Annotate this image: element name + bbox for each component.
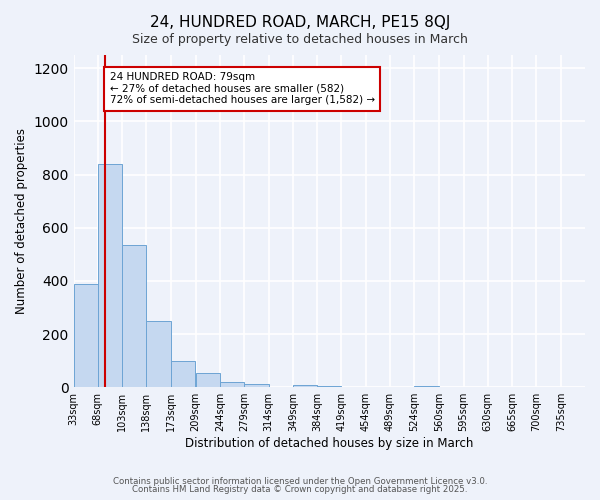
Bar <box>98 164 122 387</box>
Bar <box>414 386 439 387</box>
Bar <box>293 385 317 387</box>
Bar <box>317 386 341 387</box>
Bar <box>196 374 220 387</box>
X-axis label: Distribution of detached houses by size in March: Distribution of detached houses by size … <box>185 437 473 450</box>
Bar <box>220 382 244 387</box>
Bar <box>74 284 98 387</box>
Text: Contains public sector information licensed under the Open Government Licence v3: Contains public sector information licen… <box>113 477 487 486</box>
Text: 24, HUNDRED ROAD, MARCH, PE15 8QJ: 24, HUNDRED ROAD, MARCH, PE15 8QJ <box>150 15 450 30</box>
Bar <box>146 322 170 387</box>
Text: 24 HUNDRED ROAD: 79sqm
← 27% of detached houses are smaller (582)
72% of semi-de: 24 HUNDRED ROAD: 79sqm ← 27% of detached… <box>110 72 375 106</box>
Bar <box>122 245 146 387</box>
Text: Size of property relative to detached houses in March: Size of property relative to detached ho… <box>132 32 468 46</box>
Bar <box>170 361 195 387</box>
Bar <box>244 384 269 387</box>
Y-axis label: Number of detached properties: Number of detached properties <box>15 128 28 314</box>
Text: Contains HM Land Registry data © Crown copyright and database right 2025.: Contains HM Land Registry data © Crown c… <box>132 484 468 494</box>
